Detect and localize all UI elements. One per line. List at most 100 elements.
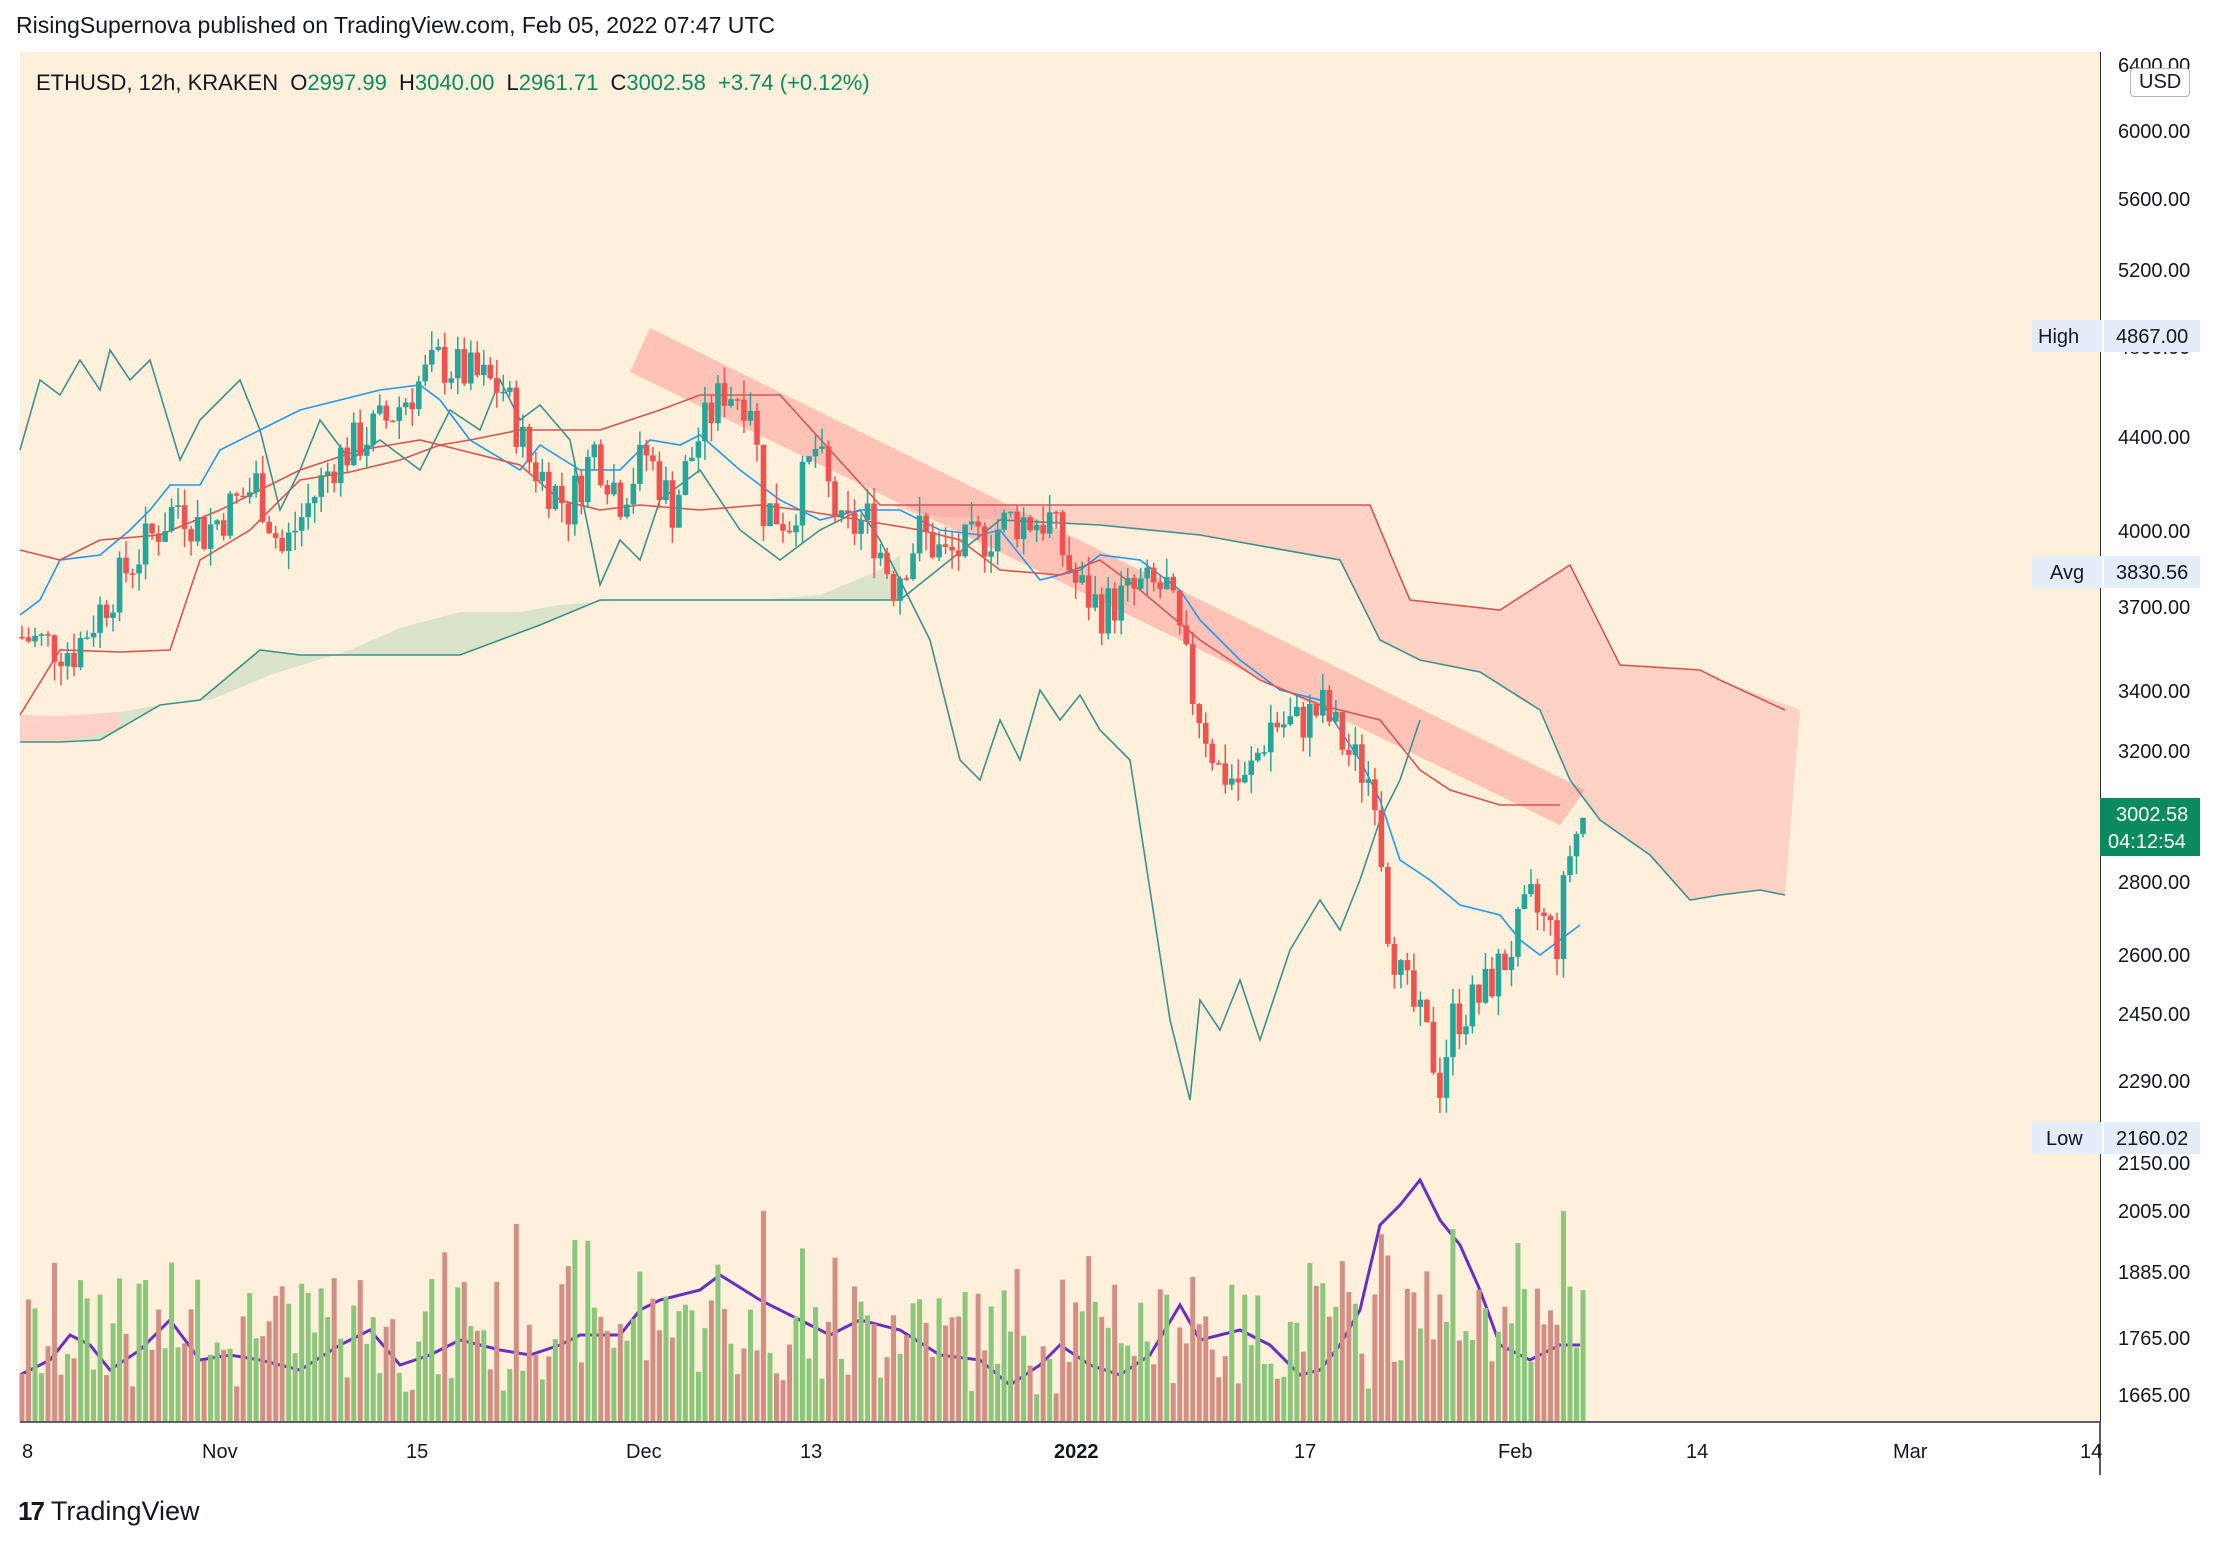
- volume-bar: [1313, 1285, 1319, 1421]
- candle-body: [617, 482, 624, 517]
- volume-bar: [1287, 1321, 1293, 1421]
- volume-bar: [982, 1350, 988, 1421]
- volume-bar: [1502, 1306, 1508, 1421]
- volume-bar: [1216, 1377, 1222, 1421]
- candle-body: [650, 455, 656, 462]
- candle-body: [389, 420, 396, 423]
- volume-bar: [1047, 1358, 1053, 1421]
- low-label: L: [506, 70, 519, 95]
- candle-body: [1417, 999, 1424, 1007]
- volume-bar: [1008, 1331, 1014, 1421]
- volume-bar: [910, 1303, 916, 1421]
- senkou-span-a: [20, 519, 1786, 901]
- volume-bar: [1443, 1321, 1449, 1421]
- publisher-line: RisingSupernova published on TradingView…: [16, 12, 776, 38]
- candle-body: [1398, 960, 1404, 975]
- volume-bar: [826, 1321, 832, 1421]
- candle-body: [162, 531, 168, 542]
- volume-bar: [182, 1343, 188, 1421]
- volume-bar: [747, 1309, 753, 1421]
- candle-body: [84, 637, 90, 639]
- volume-bar: [175, 1347, 181, 1421]
- volume-bar: [871, 1323, 877, 1421]
- volume-bar: [1411, 1292, 1417, 1421]
- volume-bar: [227, 1348, 233, 1421]
- candle-body: [1476, 984, 1482, 1003]
- volume-bar: [266, 1321, 272, 1421]
- y-tick-2290: 2290.00: [2118, 1071, 2190, 1093]
- price-axis[interactable]: [2100, 52, 2219, 1422]
- candle-body: [1456, 1003, 1463, 1035]
- volume-bar: [91, 1369, 97, 1421]
- volume-bar: [539, 1379, 545, 1421]
- volume-bar: [162, 1348, 168, 1421]
- volume-bar: [494, 1282, 500, 1421]
- x-tick-2022: 2022: [1054, 1441, 1099, 1463]
- candle-body: [507, 387, 513, 392]
- y-tick-2450: 2450.00: [2118, 1004, 2190, 1026]
- volume-bar: [936, 1298, 942, 1421]
- candle-body: [415, 381, 422, 410]
- candle-body: [637, 444, 643, 484]
- volume-bar: [1209, 1349, 1215, 1421]
- brand-name: TradingView: [50, 1496, 200, 1526]
- candle-body: [142, 523, 149, 565]
- candle-body: [520, 426, 526, 447]
- volume-bar: [19, 1373, 25, 1421]
- volume-bar: [858, 1301, 864, 1421]
- volume-bar: [1144, 1341, 1150, 1421]
- volume-bar: [1515, 1243, 1521, 1421]
- candle-body: [611, 482, 617, 495]
- volume-bar: [1118, 1343, 1124, 1421]
- currency-button[interactable]: USD: [2130, 68, 2191, 97]
- candle-body: [1131, 577, 1138, 589]
- candle-body: [955, 550, 962, 557]
- candle-body: [1547, 915, 1554, 921]
- volume-bar: [565, 1266, 571, 1421]
- candle-body: [201, 517, 207, 549]
- footer-brand[interactable]: 17 TradingView: [18, 1496, 200, 1527]
- volume-bar: [949, 1317, 955, 1421]
- y-tick-1885: 1885.00: [2118, 1262, 2190, 1284]
- volume-bar: [969, 1390, 975, 1421]
- volume-bar: [624, 1340, 630, 1421]
- volume-bar: [832, 1257, 838, 1421]
- candle-body: [1391, 943, 1398, 975]
- volume-bar: [1463, 1331, 1469, 1421]
- candle-body: [175, 505, 181, 507]
- candle-body: [494, 378, 500, 393]
- volume-bar: [1372, 1294, 1378, 1421]
- y-tick-1665: 1665.00: [2118, 1385, 2190, 1407]
- candle-body: [754, 410, 760, 445]
- volume-bar: [1391, 1361, 1397, 1421]
- volume-bar: [357, 1280, 363, 1421]
- volume-bar: [793, 1316, 799, 1421]
- candle-body: [578, 475, 585, 503]
- candle-body: [695, 441, 702, 458]
- volume-bar: [1164, 1294, 1170, 1421]
- volume-bar: [1385, 1255, 1391, 1421]
- volume-bar: [409, 1389, 415, 1421]
- candle-body: [1027, 517, 1033, 531]
- volume-bar: [32, 1308, 38, 1421]
- volume-bar: [403, 1391, 409, 1421]
- volume-bars: [19, 1210, 1586, 1421]
- symbol-info[interactable]: ETHUSD, 12h, KRAKEN: [36, 70, 279, 95]
- volume-bar: [1170, 1383, 1176, 1421]
- y-tick-2600: 2600.00: [2118, 945, 2190, 967]
- candle-body: [949, 546, 955, 551]
- volume-bar: [1307, 1263, 1313, 1421]
- candle-body: [227, 493, 233, 536]
- volume-bar: [572, 1240, 578, 1421]
- candle-body: [357, 422, 364, 456]
- candle-body: [741, 399, 747, 421]
- volume-bar: [897, 1353, 903, 1421]
- candle-body: [1326, 689, 1333, 722]
- candle-body: [624, 504, 630, 517]
- volume-bar: [1378, 1234, 1384, 1421]
- candle-body: [1124, 577, 1131, 586]
- ichimoku-cloud-bullish: [20, 555, 900, 742]
- candle-body: [1469, 984, 1476, 1027]
- candle-body: [77, 638, 84, 668]
